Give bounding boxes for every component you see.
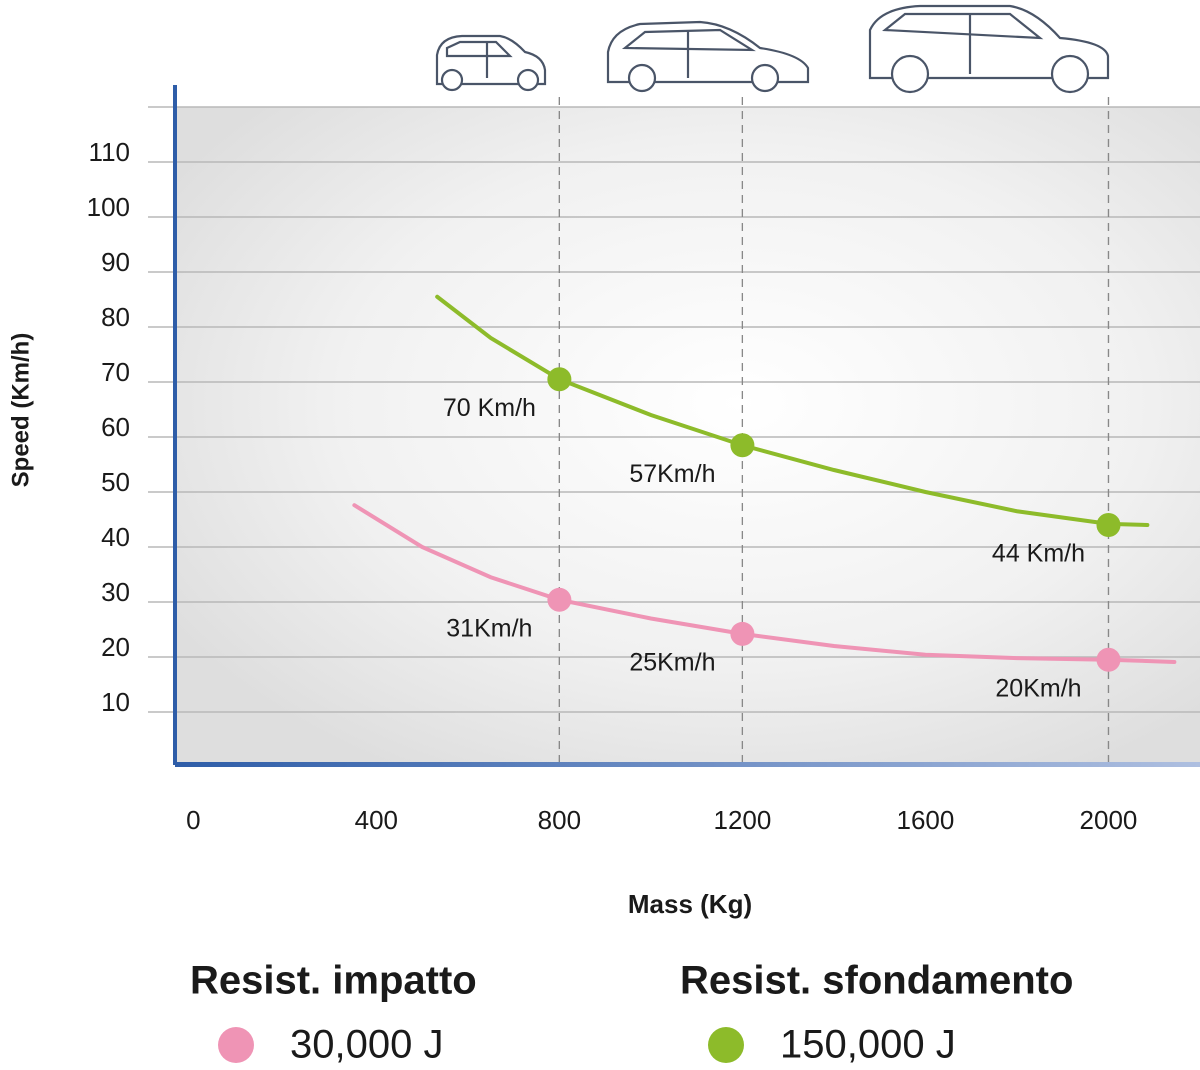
suv-icon xyxy=(868,4,1110,94)
y-tick-label: 40 xyxy=(101,522,130,552)
y-tick-label: 20 xyxy=(101,632,130,662)
data-label: 57Km/h xyxy=(629,460,715,488)
plot: 31Km/h 25Km/h 20Km/h 70 Km/h 57Km/h 44 Km/h xyxy=(352,294,1177,702)
small-car-icon xyxy=(435,34,547,92)
y-tick-label: 90 xyxy=(101,247,130,277)
data-point xyxy=(1096,647,1121,672)
data-point xyxy=(730,433,755,458)
x-tick-label: 1200 xyxy=(713,805,771,835)
data-point xyxy=(547,587,572,612)
legend-title: Resist. sfondamento xyxy=(680,959,1073,1003)
data-label: 44 Km/h xyxy=(992,540,1085,568)
y-tick-label: 100 xyxy=(87,192,130,222)
data-label: 20Km/h xyxy=(995,674,1081,702)
x-tick-label: 400 xyxy=(355,805,398,835)
data-point xyxy=(1096,513,1121,537)
x-tick-label: 800 xyxy=(538,805,581,835)
x-tick-label: 1600 xyxy=(897,805,955,835)
legend-title: Resist. impatto xyxy=(190,959,477,1003)
y-tick-label: 60 xyxy=(101,412,130,442)
data-label: 25Km/h xyxy=(629,649,715,677)
legend-marker xyxy=(708,1027,744,1063)
grid xyxy=(148,97,1200,767)
legend-energy: 30,000 J xyxy=(290,1023,443,1067)
y-tick-label: 70 xyxy=(101,357,130,387)
legend-energy: 150,000 J xyxy=(780,1023,956,1067)
legend-marker xyxy=(218,1027,254,1063)
y-axis-label: Speed (Km/h) xyxy=(7,333,34,488)
y-tick-label: 10 xyxy=(101,687,130,717)
legend: Resist. impatto 30,000 J Resist. sfondamen… xyxy=(190,959,1073,1067)
series-line xyxy=(435,294,1150,527)
data-label: 70 Km/h xyxy=(443,394,536,422)
x-tick-label: 0 xyxy=(186,805,200,835)
x-axis xyxy=(175,762,1200,767)
y-tick-label: 30 xyxy=(101,577,130,607)
y-tick-label: 80 xyxy=(101,302,130,332)
y-tick-label: 50 xyxy=(101,467,130,497)
sedan-icon xyxy=(606,20,810,93)
car-icons xyxy=(435,4,1110,94)
data-label: 31Km/h xyxy=(446,614,532,642)
y-tick-label: 110 xyxy=(89,137,130,167)
data-point xyxy=(730,621,755,646)
x-axis-label: Mass (Kg) xyxy=(628,889,752,919)
x-tick-label: 2000 xyxy=(1080,805,1138,835)
data-point xyxy=(547,367,572,392)
